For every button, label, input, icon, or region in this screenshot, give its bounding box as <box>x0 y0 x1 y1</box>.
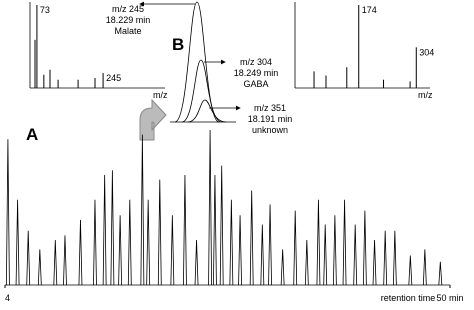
peak <box>280 249 285 286</box>
eic-peak <box>174 1 220 123</box>
peak <box>102 174 107 286</box>
peak <box>219 165 224 286</box>
peak <box>110 170 115 286</box>
peak <box>383 230 388 286</box>
peak <box>392 230 397 286</box>
eic-time: 18.249 min <box>234 68 279 78</box>
peak <box>15 199 20 286</box>
curved-arrow <box>139 98 167 141</box>
peak <box>422 249 427 286</box>
eic-compound: unknown <box>252 125 288 135</box>
peak-label: 304 <box>419 47 434 57</box>
peak <box>146 199 151 286</box>
peak-label: 174 <box>362 5 377 15</box>
eic-compound: GABA <box>243 79 268 89</box>
peak <box>53 240 58 286</box>
peak <box>6 139 10 286</box>
eic-compound: Malate <box>114 26 141 36</box>
peak <box>260 224 265 286</box>
x-axis-label: m/z <box>418 90 433 100</box>
x-tick-label: 50 min <box>436 293 463 303</box>
peak-label: 73 <box>40 5 50 15</box>
peak <box>157 179 162 286</box>
peak <box>316 199 321 286</box>
peak <box>362 210 367 286</box>
peak <box>332 215 337 286</box>
peak <box>127 199 132 286</box>
eic-mz: m/z 304 <box>240 57 272 67</box>
peak <box>170 215 175 286</box>
peak <box>323 224 328 286</box>
peak <box>408 255 413 286</box>
x-axis-label: retention time <box>381 293 436 303</box>
peak <box>183 174 187 286</box>
peak <box>118 215 123 286</box>
peak <box>194 240 199 286</box>
peak <box>63 235 67 286</box>
eic-peak <box>187 99 227 123</box>
panel-label: B <box>172 35 184 54</box>
peak <box>26 230 31 286</box>
panel-label: A <box>26 125 38 144</box>
peak <box>140 134 145 286</box>
peak <box>213 174 217 286</box>
peak <box>93 199 97 286</box>
peak <box>37 249 42 286</box>
eic-mz: m/z 245 <box>112 4 144 14</box>
peak <box>353 224 358 286</box>
peak <box>342 199 347 286</box>
peak <box>438 261 443 286</box>
x-axis-label: m/z <box>153 90 168 100</box>
peak <box>293 210 298 286</box>
peak <box>208 129 212 286</box>
eic-mz: m/z 351 <box>254 103 286 113</box>
peak <box>249 190 254 286</box>
eic-overlay <box>139 1 241 123</box>
eic-time: 18.191 min <box>248 114 293 124</box>
eic-peak <box>181 59 223 123</box>
peak <box>268 204 272 286</box>
peak <box>78 219 83 286</box>
peak <box>238 215 242 286</box>
peak <box>372 240 377 286</box>
peak <box>304 240 309 286</box>
peak <box>229 199 234 286</box>
eic-time: 18.229 min <box>106 15 151 25</box>
x-tick-label: 4 <box>5 293 10 303</box>
peak-label: 245 <box>106 73 121 83</box>
